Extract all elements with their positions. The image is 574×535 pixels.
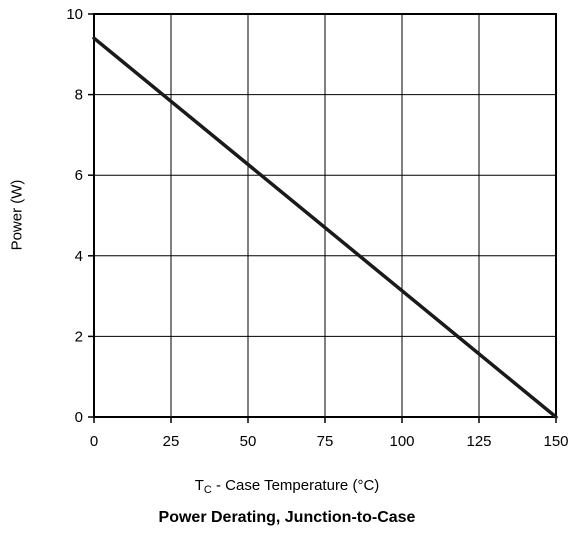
x-tick-label: 100: [389, 433, 414, 450]
y-tick-label: 10: [66, 6, 83, 23]
x-axis-label-subscript: C: [203, 484, 212, 496]
x-axis-label: TC - Case Temperature (°C): [0, 477, 574, 496]
x-tick-label: 150: [543, 433, 568, 450]
x-tick-label: 125: [466, 433, 491, 450]
x-tick-label: 25: [163, 433, 180, 450]
y-tick-label: 6: [75, 167, 83, 184]
chart-title: Power Derating, Junction-to-Case: [158, 509, 416, 526]
y-tick-label: 0: [75, 409, 83, 426]
x-axis-label-rest: - Case Temperature (°C): [211, 477, 380, 494]
y-axis-label: Power (W): [8, 179, 26, 251]
power-derating-line: [92, 36, 558, 419]
x-tick-label: 0: [90, 433, 98, 450]
x-axis-label-main: T: [194, 477, 204, 494]
y-tick-label: 2: [75, 328, 83, 345]
x-tick-label: 50: [240, 433, 257, 450]
y-tick-label: 4: [75, 248, 83, 265]
plot-frame: [93, 13, 557, 418]
y-tick-label: 8: [75, 87, 83, 104]
x-tick-label: 75: [317, 433, 334, 450]
